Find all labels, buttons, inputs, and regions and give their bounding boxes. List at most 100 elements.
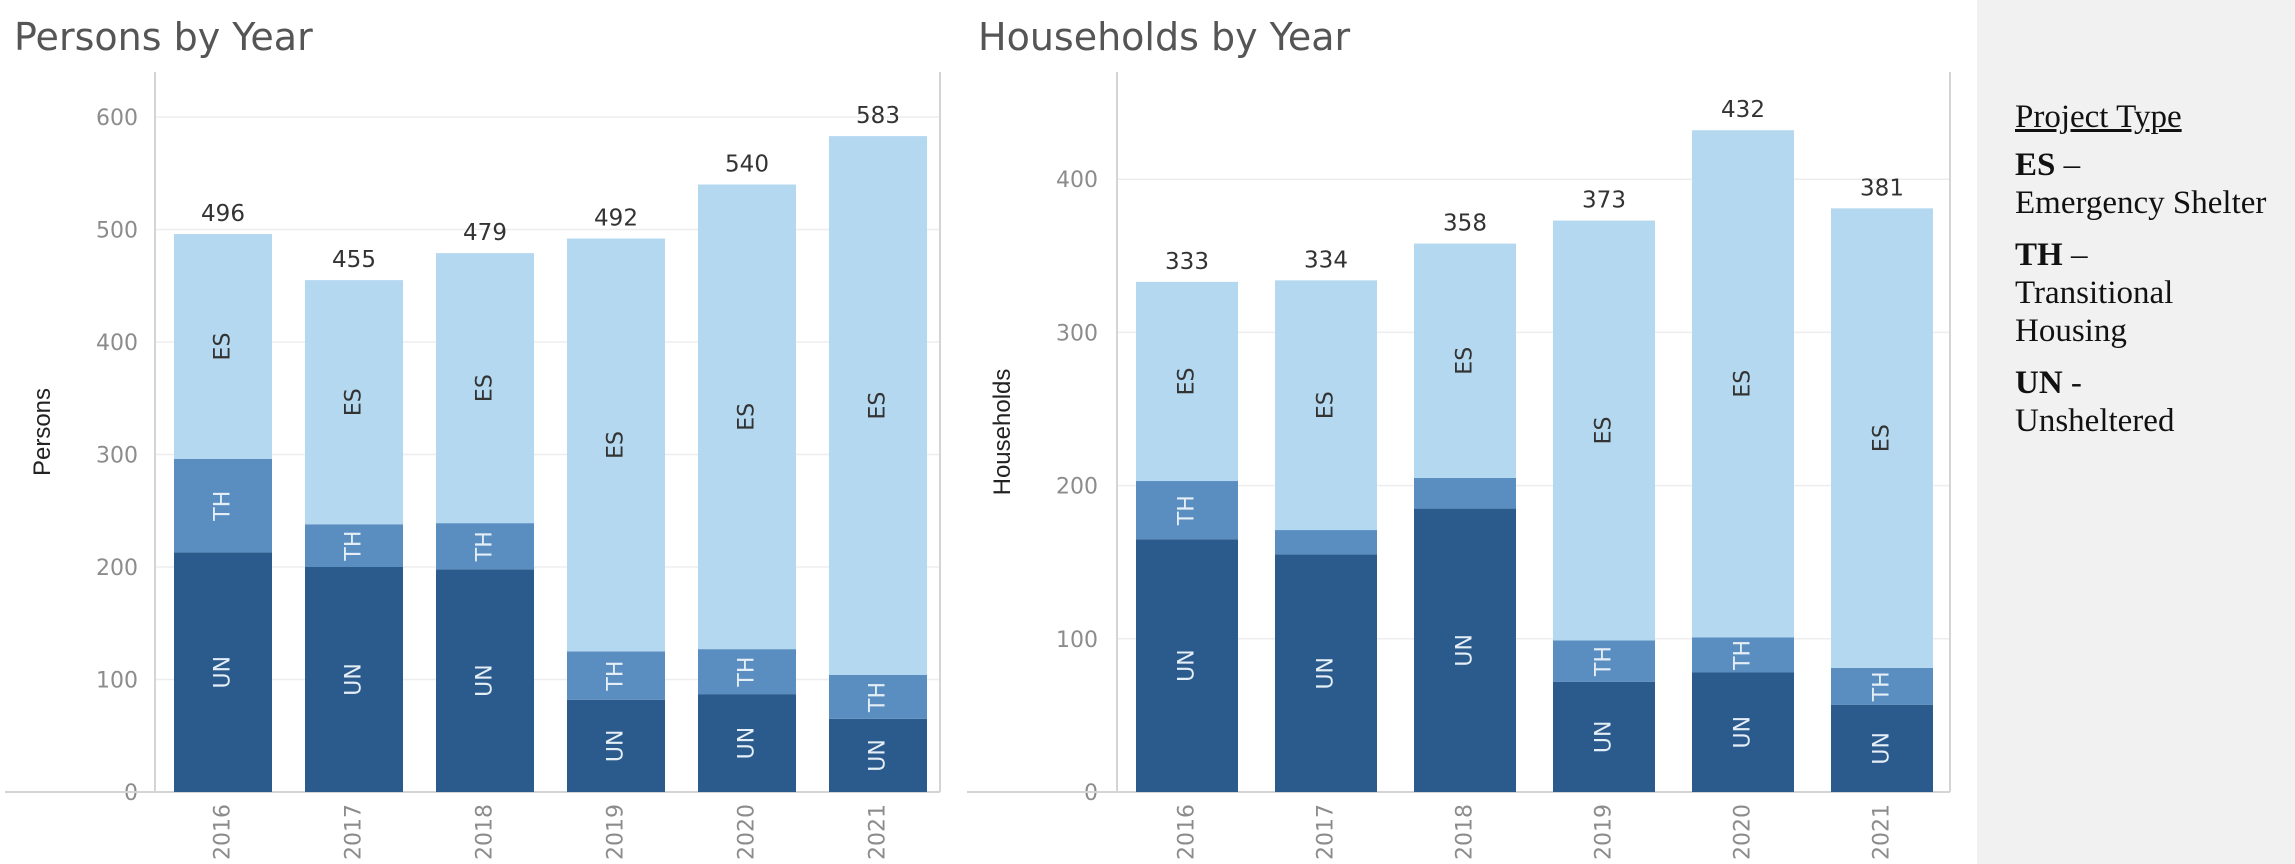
segment-label-un: UN (735, 727, 760, 760)
bar-segment-th (1136, 481, 1238, 540)
y-tick-label: 500 (96, 219, 138, 244)
segment-label-es: ES (211, 333, 236, 361)
x-tick-label: 2017 (1314, 804, 1339, 860)
segment-label-un: UN (1731, 716, 1756, 749)
bar-total-label: 381 (1860, 175, 1904, 201)
x-tick-label: 2016 (1175, 804, 1200, 860)
segment-label-th: TH (211, 491, 236, 522)
bar-segment-es (1136, 281, 1238, 482)
bar-segment-un (1414, 508, 1516, 792)
segment-label-es: ES (1175, 368, 1200, 396)
bar-segment-un (829, 718, 927, 792)
segment-label-th: TH (473, 531, 498, 562)
y-tick-label: 300 (1056, 321, 1098, 346)
bar-segment-un (698, 694, 796, 792)
y-tick-label: 600 (96, 106, 138, 131)
segment-label-es: ES (604, 431, 629, 459)
bar-segment-un (1275, 554, 1377, 792)
bar-segment-es (567, 238, 665, 652)
segment-label-un: UN (866, 739, 891, 772)
segment-label-th: TH (1870, 671, 1895, 702)
chart-title: Households by Year (978, 15, 1350, 59)
bar-total-label: 496 (201, 201, 245, 227)
y-tick-label: 200 (96, 556, 138, 581)
legend-sep: - (2070, 365, 2082, 401)
bar-segment-th (1692, 637, 1794, 673)
segment-label-es: ES (1314, 391, 1339, 419)
bar-total-label: 492 (594, 206, 638, 232)
y-tick-label: 0 (1084, 781, 1098, 806)
bar-segment-th (1414, 477, 1516, 509)
legend-sep: – (2063, 147, 2081, 183)
x-tick-label: 2019 (604, 804, 629, 860)
bar-segment-th (174, 459, 272, 553)
bar-segment-es (1414, 243, 1516, 478)
segment-label-th: TH (735, 657, 760, 688)
bar-segment-es (174, 234, 272, 459)
bar-segment-th (1553, 640, 1655, 682)
legend-code: ES (2015, 147, 2056, 183)
segment-label-es: ES (866, 392, 891, 420)
legend-item-un: UN - Unsheltered (2015, 364, 2285, 440)
bar-segment-un (174, 552, 272, 792)
bar-segment-es (829, 136, 927, 675)
legend-name: Transitional Housing (2015, 275, 2174, 349)
legend-name: Unsheltered (2015, 403, 2175, 439)
y-tick-label: 200 (1056, 475, 1098, 500)
legend-name: Emergency Shelter (2015, 185, 2267, 221)
chart-persons: Persons by Year 0 100 200 300 400 500 600 Person… (5, 15, 941, 860)
y-tick-label: 0 (124, 781, 138, 806)
segment-label-un: UN (1453, 634, 1478, 667)
bar-segment-un (1553, 681, 1655, 792)
bar-total-label: 373 (1582, 188, 1626, 214)
y-tick-label: 300 (96, 444, 138, 469)
legend-code: UN (2015, 365, 2063, 401)
y-tick-label: 400 (96, 331, 138, 356)
segment-label-es: ES (1453, 347, 1478, 375)
segment-label-th: TH (1175, 495, 1200, 526)
segment-label-th: TH (604, 661, 629, 692)
x-tick-label: 2018 (473, 804, 498, 860)
x-tick-label: 2018 (1453, 804, 1478, 860)
segment-label-es: ES (1731, 370, 1756, 398)
segment-label-es: ES (1592, 417, 1617, 445)
y-axis-label: Households (989, 369, 1016, 496)
bar-total-label: 358 (1443, 211, 1487, 237)
segment-label-th: TH (866, 682, 891, 713)
bar-segment-un (567, 699, 665, 792)
bar-segment-un (436, 569, 534, 792)
segment-label-un: UN (1870, 732, 1895, 765)
segment-label-th: TH (1592, 646, 1617, 677)
segment-label-th: TH (342, 531, 367, 562)
x-tick-label: 2016 (211, 804, 236, 860)
bar-total-label: 583 (856, 103, 900, 129)
bar-segment-th (829, 675, 927, 719)
segment-label-un: UN (604, 730, 629, 763)
segment-label-un: UN (473, 664, 498, 697)
x-tick-label: 2017 (342, 804, 367, 860)
legend-panel (1977, 0, 2295, 864)
segment-label-un: UN (1592, 721, 1617, 754)
bar-segment-es (1275, 280, 1377, 531)
y-tick-label: 400 (1056, 168, 1098, 193)
legend-sep: – (2070, 237, 2088, 273)
segment-label-un: UN (1314, 657, 1339, 690)
segment-label-un: UN (1175, 649, 1200, 682)
bar-total-label: 333 (1165, 249, 1209, 275)
x-tick-label: 2021 (1870, 804, 1895, 860)
x-tick-label: 2020 (735, 804, 760, 860)
bar-segment-es (305, 280, 403, 525)
chart-title: Persons by Year (14, 15, 313, 59)
segment-label-es: ES (1870, 424, 1895, 452)
bar-segment-es (698, 184, 796, 650)
y-axis-label: Persons (29, 388, 56, 476)
bar-segment-th (305, 524, 403, 567)
legend-item-es: ES – Emergency Shelter (2015, 146, 2285, 222)
x-tick-label: 2021 (866, 804, 891, 860)
bar-segment-th (1275, 530, 1377, 555)
bar-total-label: 540 (725, 152, 769, 178)
bar-segment-un (1692, 672, 1794, 792)
bar-total-label: 334 (1304, 247, 1348, 273)
segment-label-un: UN (342, 663, 367, 696)
segment-label-th: TH (1731, 640, 1756, 671)
